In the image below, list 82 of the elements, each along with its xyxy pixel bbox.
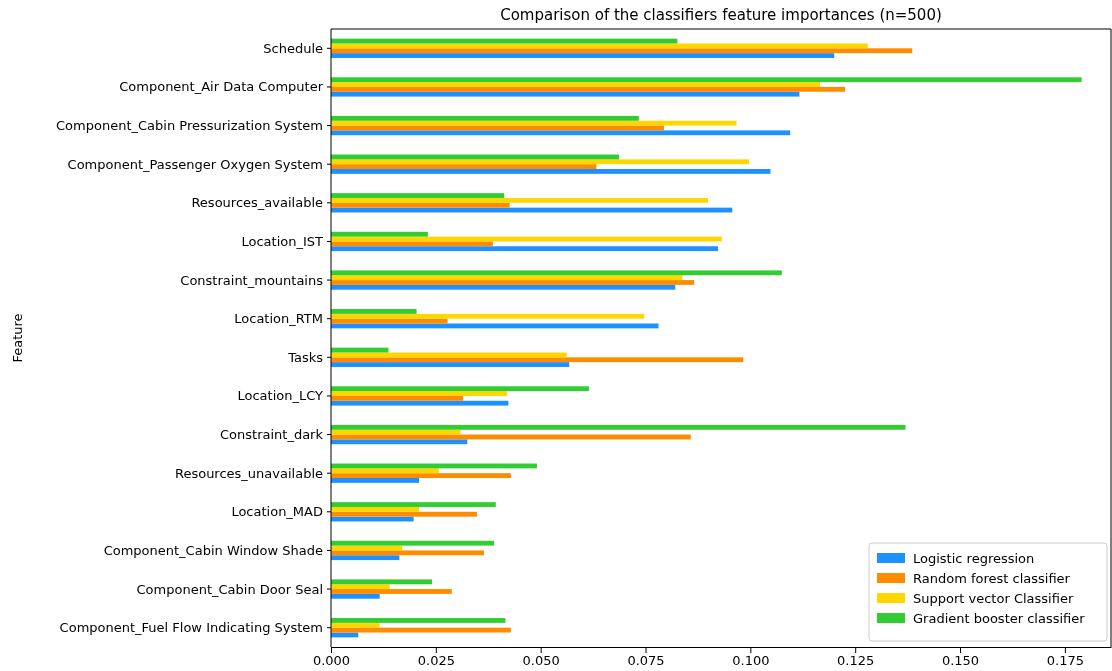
- y-axis-title: Feature: [10, 313, 25, 363]
- bar: [331, 502, 496, 507]
- bar: [331, 120, 737, 126]
- x-tick-label: 0.100: [732, 653, 770, 669]
- bar: [331, 169, 771, 174]
- y-tick-label: Constraint_dark: [220, 427, 324, 443]
- bar: [331, 202, 510, 208]
- bar: [331, 280, 695, 285]
- bar: [331, 270, 782, 276]
- x-tick-label: 0.150: [941, 653, 980, 669]
- x-tick-label: 0.025: [417, 653, 455, 669]
- bar: [331, 130, 791, 136]
- y-tick-label: Location_MAD: [231, 504, 323, 520]
- bar: [331, 82, 820, 87]
- bar: [331, 555, 400, 561]
- x-tick-label: 0.050: [522, 653, 560, 669]
- y-tick-label: Resources_unavailable: [174, 465, 323, 481]
- y-tick-label: Resources_available: [191, 195, 323, 211]
- bar: [331, 540, 495, 546]
- bar: [331, 357, 744, 363]
- bar: [331, 77, 1082, 83]
- y-tick-label: Schedule: [263, 40, 323, 56]
- bar: [331, 43, 868, 49]
- bar: [331, 91, 800, 97]
- bar: [331, 313, 645, 319]
- bar: [331, 246, 719, 252]
- legend-label: Support vector Classifier: [913, 590, 1074, 606]
- x-tick-label: 0.000: [312, 653, 351, 669]
- y-tick-label: Component_Cabin Door Seal: [136, 581, 323, 597]
- bar: [331, 622, 380, 628]
- bar: [331, 400, 509, 406]
- bar: [331, 618, 506, 623]
- bar: [331, 231, 428, 237]
- bar: [331, 318, 448, 324]
- bar: [331, 386, 589, 392]
- bar: [331, 275, 683, 281]
- bar: [331, 473, 511, 479]
- bar: [331, 48, 913, 54]
- bar: [331, 159, 750, 165]
- y-tick-label: Component_Cabin Pressurization System: [56, 118, 323, 134]
- bar: [331, 115, 639, 121]
- bar: [331, 424, 906, 430]
- y-tick-label: Component_Passenger Oxygen System: [67, 156, 323, 172]
- x-tick-label: 0.125: [837, 653, 875, 669]
- bar: [331, 391, 508, 396]
- bar: [331, 164, 597, 170]
- bar: [331, 550, 485, 556]
- y-tick-label: Location_LCY: [237, 388, 324, 404]
- y-tick-label: Component_Air Data Computer: [119, 79, 324, 95]
- y-tick-label: Tasks: [287, 349, 324, 365]
- bar: [331, 439, 468, 445]
- bar: [331, 309, 417, 314]
- x-tick-label: 0.075: [627, 653, 665, 669]
- bar: [331, 193, 505, 198]
- y-tick-label: Location_IST: [241, 233, 324, 249]
- bar: [331, 579, 433, 585]
- bar: [331, 284, 676, 290]
- bar: [331, 352, 567, 358]
- y-tick-label: Constraint_mountains: [180, 272, 324, 288]
- bar: [331, 511, 477, 517]
- y-tick-label: Location_RTM: [234, 311, 323, 327]
- y-tick-label: Component_Cabin Window Shade: [103, 542, 323, 558]
- bar: [331, 395, 464, 401]
- bar: [331, 593, 380, 599]
- bar: [331, 197, 708, 203]
- bar: [331, 362, 570, 367]
- bar: [331, 53, 835, 58]
- bar: [331, 506, 420, 512]
- legend-label: Logistic regression: [913, 550, 1035, 566]
- legend-label: Gradient booster classifier: [913, 610, 1086, 626]
- legend-label: Random forest classifier: [913, 570, 1071, 586]
- bar: [331, 478, 420, 483]
- chart-title: Comparison of the classifiers feature importances (n=500): [500, 6, 942, 24]
- bar: [331, 584, 390, 590]
- bar: [331, 468, 439, 474]
- bar: [331, 627, 511, 633]
- y-tick-label: Component_Fuel Flow Indicating System: [59, 620, 323, 636]
- x-tick-label: 0.175: [1046, 653, 1084, 669]
- bar: [331, 86, 846, 92]
- bar: [331, 589, 452, 594]
- bar: [331, 429, 461, 435]
- bar: [331, 241, 493, 247]
